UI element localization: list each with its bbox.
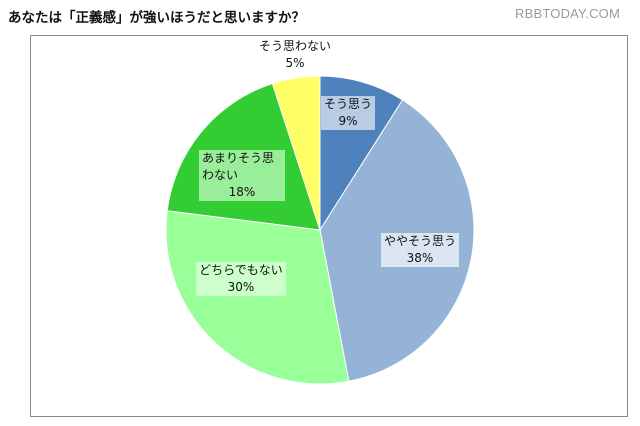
slice-label-yaya-sou-omou-box: ややそう思う 38% (380, 233, 459, 267)
slice-label-amari-sou-omowanai-box: あまりそう思わない 18% (199, 150, 285, 201)
pie-slice-2 (165, 210, 350, 385)
slice-label-dochira-demo-nai-text: どちらでもない (199, 263, 283, 277)
slice-value-sou-omou: 9% (338, 114, 358, 128)
slice-label-dochira-demo-nai: どちらでもない 30% (185, 262, 297, 296)
watermark: RBBTODAY.COM (515, 6, 620, 21)
slice-label-sou-omowanai-text: そう思わない (258, 39, 331, 53)
slice-value-yaya-sou-omou: 38% (406, 251, 434, 265)
slice-label-sou-omou-box: そう思う 9% (320, 96, 375, 130)
slice-value-amari-sou-omowanai: 18% (228, 185, 256, 199)
slice-label-sou-omou: そう思う 9% (318, 96, 378, 130)
slice-value-dochira-demo-nai: 30% (227, 280, 255, 294)
slice-value-sou-omowanai: 5% (285, 56, 305, 70)
slice-label-dochira-demo-nai-box: どちらでもない 30% (196, 262, 286, 296)
chart-title: あなたは「正義感」が強いほうだと思いますか？ (8, 10, 305, 26)
slice-label-yaya-sou-omou-text: ややそう思う (383, 234, 456, 248)
slice-label-amari-sou-omowanai: あまりそう思わない 18% (196, 150, 288, 201)
slice-label-sou-omou-text: そう思う (323, 97, 372, 111)
slice-label-sou-omowanai: そう思わない 5% (240, 38, 350, 72)
slice-label-amari-sou-omowanai-text: あまりそう思わない (202, 151, 275, 182)
slice-label-yaya-sou-omou: ややそう思う 38% (370, 233, 470, 267)
pie-slice-4 (271, 75, 321, 231)
